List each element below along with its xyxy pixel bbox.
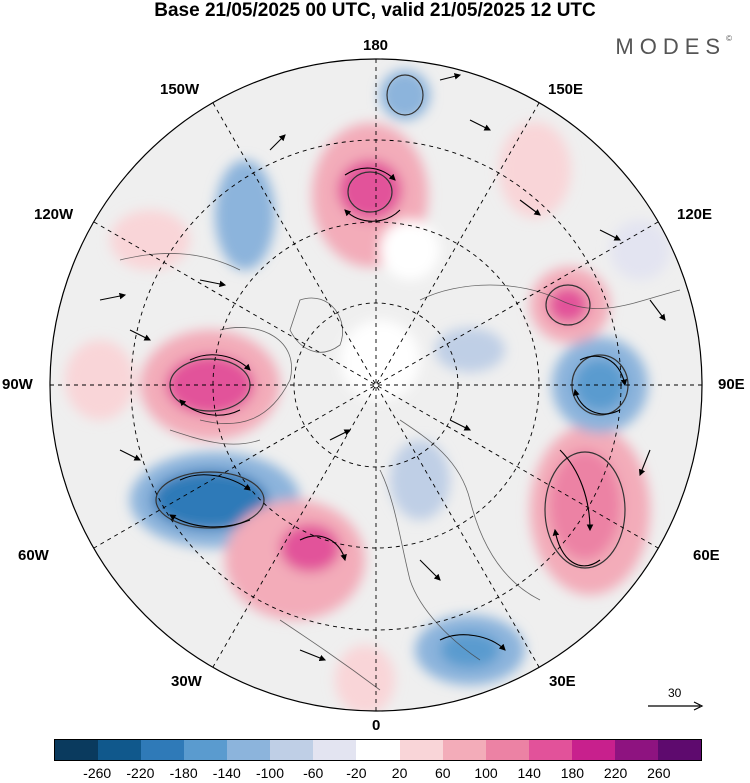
label-180: 180 [363, 37, 389, 54]
map-boundary [49, 58, 703, 712]
modes-logo: MODES© [615, 34, 732, 60]
reference-vector: 30 [646, 686, 706, 716]
colorbar-tick-0: -260 [83, 765, 112, 781]
colorbar-swatch-9 [442, 740, 486, 760]
colorbar-tick-12: 220 [603, 765, 628, 781]
colorbar-swatch-11 [528, 740, 572, 760]
colorbar-tick-6: -20 [346, 765, 367, 781]
colorbar-swatch-7 [356, 740, 400, 760]
reference-vector-arrow [648, 701, 704, 711]
colorbar-tick-5: -60 [303, 765, 324, 781]
colorbar-swatch-0 [55, 740, 99, 760]
label-150w: 150W [160, 81, 200, 98]
label-120e: 120E [677, 206, 713, 223]
colorbar-swatch-13 [614, 740, 658, 760]
colorbar-swatch-6 [313, 740, 357, 760]
colorbar-tick-11: 180 [560, 765, 585, 781]
colorbar-tick-9: 100 [474, 765, 498, 781]
colorbar-tick-8: 60 [435, 765, 451, 781]
colorbar-tick-2: -180 [169, 765, 198, 781]
colorbar-swatch-12 [571, 740, 615, 760]
label-150e: 150E [548, 81, 584, 98]
colorbar-tick-13: 260 [647, 765, 671, 781]
logo-text: MODES [615, 34, 727, 59]
colorbar-tick-4: -100 [255, 765, 285, 781]
colorbar-tick-3: -140 [212, 765, 241, 781]
colorbar-swatch-2 [141, 740, 185, 760]
colorbar [54, 739, 702, 761]
colorbar-swatch-1 [98, 740, 142, 760]
label-30e: 30E [549, 673, 576, 690]
label-90w: 90W [2, 376, 33, 393]
label-60e: 60E [693, 547, 720, 564]
colorbar-tick-1: -220 [126, 765, 155, 781]
label-30w: 30W [171, 673, 202, 690]
colorbar-swatch-5 [270, 740, 314, 760]
colorbar-swatch-8 [399, 740, 443, 760]
colorbar-swatch-10 [485, 740, 529, 760]
label-90e: 90E [718, 376, 745, 393]
colorbar-swatch-3 [184, 740, 228, 760]
label-0: 0 [372, 717, 381, 734]
copyright-mark: © [726, 34, 732, 43]
reference-vector-value: 30 [668, 686, 682, 700]
colorbar-swatch-14 [657, 740, 701, 760]
colorbar-tick-10: 140 [517, 765, 541, 781]
anomaly-field [50, 59, 702, 711]
colorbar-swatch-4 [227, 740, 271, 760]
map-title: Base 21/05/2025 00 UTC, valid 21/05/2025… [154, 0, 596, 21]
label-60w: 60W [18, 547, 49, 564]
label-120w: 120W [34, 206, 74, 223]
colorbar-tick-7: 20 [391, 765, 408, 781]
